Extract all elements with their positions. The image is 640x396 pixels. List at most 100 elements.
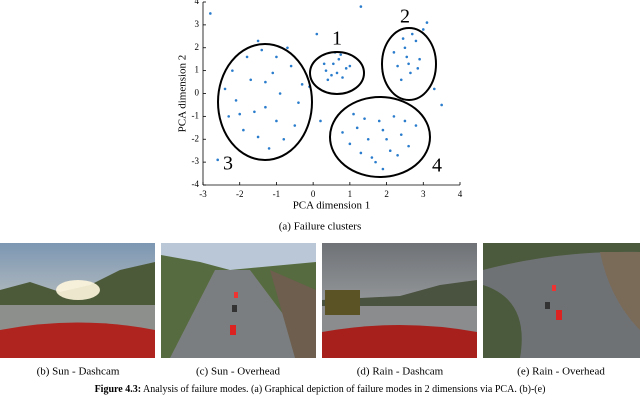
panel-caption: (e) Rain - Overhead <box>517 366 605 378</box>
point <box>374 160 377 164</box>
point <box>414 39 418 43</box>
x-tick-label: -1 <box>273 189 281 199</box>
y-axis-label: PCA dimension 2 <box>177 55 189 133</box>
point <box>421 28 425 31</box>
cluster-outline <box>217 43 313 161</box>
x-tick-label: -2 <box>236 189 244 199</box>
point <box>324 69 328 72</box>
point <box>267 147 271 150</box>
point <box>341 131 344 134</box>
point <box>275 55 278 59</box>
point <box>409 71 412 75</box>
cluster-outline <box>309 51 365 95</box>
point <box>216 158 219 162</box>
x-tick-label: -3 <box>199 189 207 199</box>
point <box>425 21 429 24</box>
image-sun-dashcam <box>0 243 155 358</box>
point <box>238 112 242 116</box>
panel-caption: (b) Sun - Dashcam <box>37 366 120 378</box>
y-tick-label: -1 <box>192 110 200 120</box>
x-tick-label: 0 <box>311 189 316 199</box>
point <box>414 124 418 127</box>
cluster-label: 2 <box>400 6 410 28</box>
x-tick-label: 2 <box>384 189 389 199</box>
panel-caption: (c) Sun - Overhead <box>196 366 280 378</box>
point <box>293 124 297 127</box>
point <box>407 62 410 66</box>
point <box>392 51 396 54</box>
caption-text: Analysis of failure modes. (a) Graphical… <box>143 384 545 395</box>
point <box>275 119 278 123</box>
point <box>249 78 253 82</box>
point <box>359 5 363 8</box>
point <box>234 99 238 102</box>
point <box>416 67 420 70</box>
point <box>344 67 348 70</box>
x-tick-label: 3 <box>421 189 426 199</box>
point <box>366 137 370 141</box>
point <box>377 119 381 123</box>
y-tick-label: -3 <box>192 156 200 166</box>
point <box>256 39 260 43</box>
point <box>370 156 374 159</box>
figure-caption: Figure 4.3: Analysis of failure modes. (… <box>95 384 546 395</box>
point <box>315 32 319 36</box>
y-tick-label: 3 <box>195 19 200 29</box>
point <box>332 62 335 66</box>
point <box>253 110 256 114</box>
point <box>359 151 363 155</box>
image-rain-overhead <box>483 243 640 358</box>
point <box>245 55 249 59</box>
point <box>396 64 399 68</box>
point <box>440 103 443 107</box>
y-tick-label: 4 <box>195 0 200 6</box>
x-tick-label: 4 <box>458 189 463 199</box>
point <box>256 135 260 139</box>
y-tick-label: 1 <box>195 65 200 75</box>
point <box>433 87 436 91</box>
point <box>396 153 399 157</box>
y-tick-label: 0 <box>195 88 200 98</box>
point <box>282 137 286 141</box>
point <box>242 128 245 132</box>
cluster-label: 4 <box>432 155 442 177</box>
point <box>405 55 409 59</box>
image-rain-dashcam <box>322 243 477 358</box>
image-sun-overhead <box>161 243 316 358</box>
point <box>388 149 392 152</box>
x-axis-label: PCA dimension 1 <box>293 200 371 212</box>
point <box>348 64 352 68</box>
y-tick-label: -4 <box>192 179 200 189</box>
point <box>231 69 234 72</box>
point <box>223 87 227 91</box>
x-tick-label: 1 <box>348 189 353 199</box>
cluster-outline <box>381 27 437 101</box>
point <box>339 53 342 56</box>
point <box>381 167 385 171</box>
point <box>326 78 330 82</box>
point <box>227 115 230 118</box>
point <box>271 71 275 75</box>
point <box>319 119 322 123</box>
point <box>418 57 421 61</box>
point <box>403 46 407 50</box>
point <box>392 115 396 118</box>
point <box>289 64 293 68</box>
point <box>286 46 289 50</box>
point <box>403 119 407 123</box>
point <box>209 12 212 15</box>
point <box>410 32 414 36</box>
point <box>264 105 267 109</box>
point <box>337 57 341 61</box>
point <box>348 142 352 146</box>
point <box>341 76 344 79</box>
point <box>300 83 304 86</box>
point <box>401 37 405 40</box>
point <box>381 128 385 132</box>
point <box>335 71 339 75</box>
cluster-outline <box>329 96 431 178</box>
point <box>355 126 359 130</box>
panel-caption: (d) Rain - Dashcam <box>357 366 444 378</box>
point <box>363 117 366 120</box>
point <box>260 48 264 52</box>
